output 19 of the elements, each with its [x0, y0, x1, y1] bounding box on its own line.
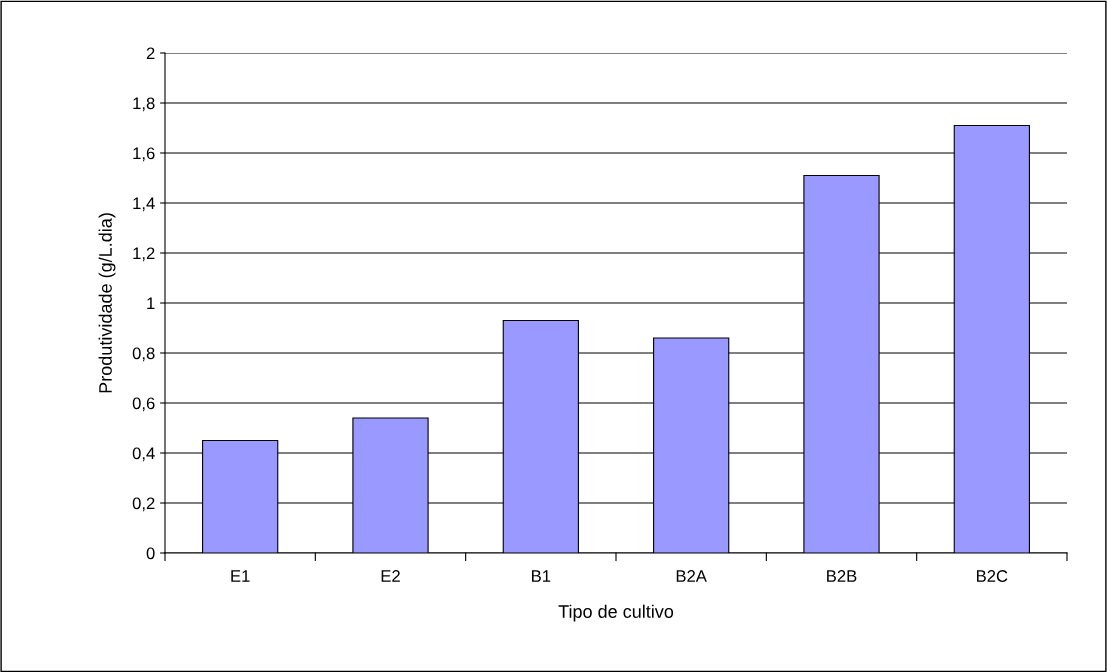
y-tick-label: 1,6	[133, 147, 155, 162]
x-axis-title: Tipo de cultivo	[558, 604, 674, 622]
x-tick-label: B1	[532, 570, 551, 582]
x-tick-label: E2	[381, 570, 400, 582]
x-tick-label: B2C	[976, 570, 1008, 582]
x-tick-label: B2A	[676, 570, 707, 582]
y-tick-label: 0	[146, 547, 155, 560]
y-axis-title: Produtividade (g/L.dia)	[98, 213, 116, 393]
y-tick-label: 1,4	[133, 197, 155, 212]
y-tick-label: 1,8	[133, 97, 155, 112]
x-tick-label: B2B	[827, 570, 857, 582]
y-tick-label: 1,2	[133, 247, 155, 262]
y-tick-label: 0,4	[132, 447, 155, 462]
y-tick-label: 2	[146, 47, 155, 60]
y-tick-label: 0,6	[132, 397, 155, 412]
y-tick-label: 1	[147, 297, 155, 310]
y-tick-label: 0,8	[132, 347, 155, 362]
y-tick-label: 0,2	[132, 497, 155, 512]
x-tick-label: E1	[231, 570, 250, 582]
